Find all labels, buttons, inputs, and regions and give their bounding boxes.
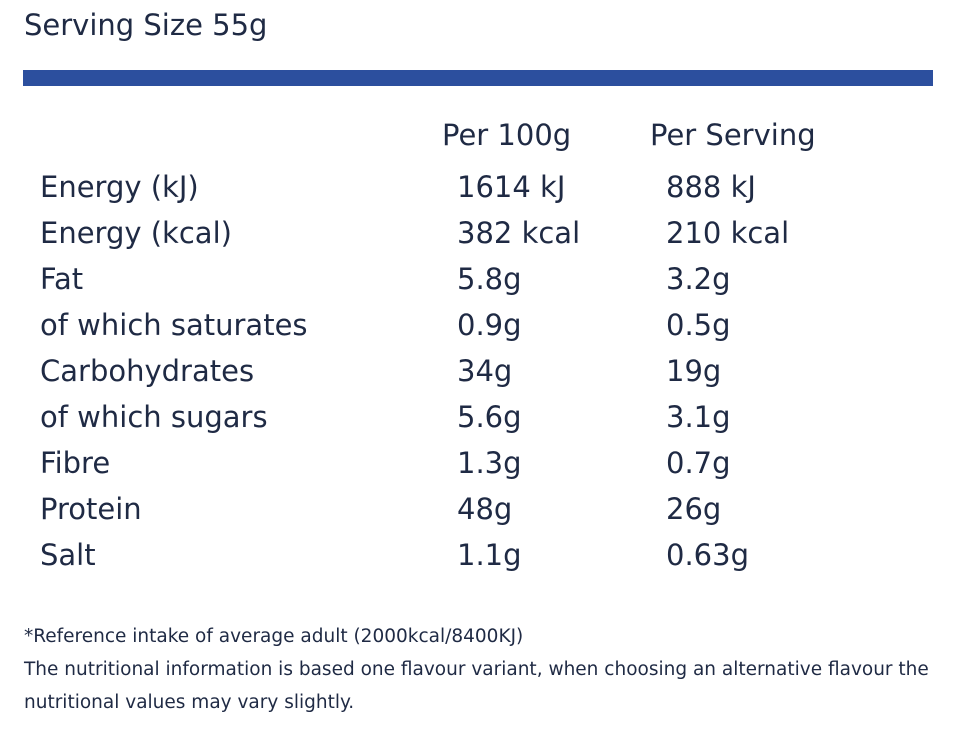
column-header-per-100g: Per 100g — [442, 118, 572, 152]
value-per-serving: 0.63g — [666, 538, 749, 572]
value-per-100g: 382 kcal — [457, 216, 581, 250]
nutrient-name: Energy (kJ) — [40, 170, 199, 204]
table-row: of which saturates 0.9g 0.5g — [0, 302, 954, 348]
serving-size-title: Serving Size 55g — [24, 8, 268, 42]
value-per-serving: 3.2g — [666, 262, 731, 296]
nutrient-name: Salt — [40, 538, 96, 572]
value-per-serving: 26g — [666, 492, 722, 526]
table-row: Fat 5.8g 3.2g — [0, 256, 954, 302]
value-per-100g: 5.8g — [457, 262, 522, 296]
accent-divider-bar — [23, 70, 933, 86]
value-per-serving: 0.7g — [666, 446, 731, 480]
value-per-100g: 5.6g — [457, 400, 522, 434]
value-per-100g: 1.3g — [457, 446, 522, 480]
table-row: of which sugars 5.6g 3.1g — [0, 394, 954, 440]
nutrient-name: Carbohydrates — [40, 354, 255, 388]
table-row: Fibre 1.3g 0.7g — [0, 440, 954, 486]
value-per-100g: 48g — [457, 492, 513, 526]
table-row: Protein 48g 26g — [0, 486, 954, 532]
value-per-100g: 0.9g — [457, 308, 522, 342]
nutrient-name: of which sugars — [40, 400, 268, 434]
flavour-variation-note: The nutritional information is based one… — [24, 659, 929, 713]
value-per-serving: 888 kJ — [666, 170, 756, 204]
table-row: Energy (kJ) 1614 kJ 888 kJ — [0, 164, 954, 210]
nutrition-table: Per 100g Per Serving Energy (kJ) 1614 kJ… — [0, 110, 954, 578]
value-per-serving: 3.1g — [666, 400, 731, 434]
table-header-row: Per 100g Per Serving — [0, 110, 954, 164]
table-row: Carbohydrates 34g 19g — [0, 348, 954, 394]
nutrient-name: of which saturates — [40, 308, 308, 342]
footnotes: *Reference intake of average adult (2000… — [24, 620, 934, 719]
value-per-serving: 0.5g — [666, 308, 731, 342]
nutrient-name: Protein — [40, 492, 142, 526]
reference-intake-note: *Reference intake of average adult (2000… — [24, 626, 524, 647]
value-per-serving: 210 kcal — [666, 216, 790, 250]
table-row: Salt 1.1g 0.63g — [0, 532, 954, 578]
nutrient-name: Fibre — [40, 446, 111, 480]
column-header-per-serving: Per Serving — [650, 118, 816, 152]
value-per-100g: 34g — [457, 354, 513, 388]
value-per-serving: 19g — [666, 354, 722, 388]
value-per-100g: 1614 kJ — [457, 170, 566, 204]
nutrient-name: Fat — [40, 262, 84, 296]
table-row: Energy (kcal) 382 kcal 210 kcal — [0, 210, 954, 256]
nutrient-name: Energy (kcal) — [40, 216, 232, 250]
value-per-100g: 1.1g — [457, 538, 522, 572]
